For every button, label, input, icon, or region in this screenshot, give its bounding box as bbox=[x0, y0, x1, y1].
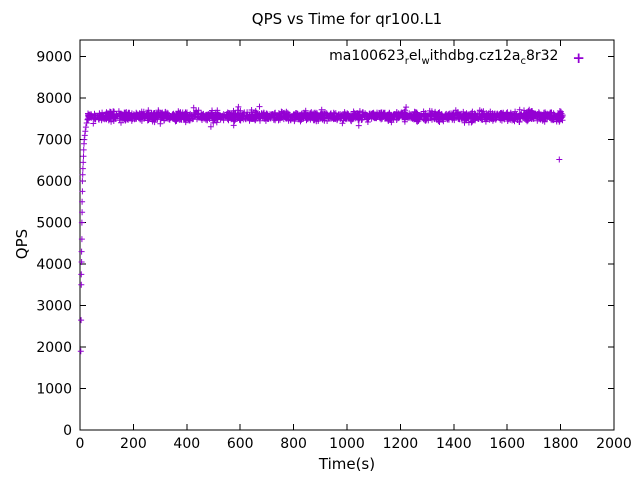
legend-marker-icon: + bbox=[572, 48, 585, 67]
plot-border bbox=[79, 39, 615, 431]
x-tick-label: 1800 bbox=[543, 436, 579, 452]
x-tick-label: 2000 bbox=[596, 436, 632, 452]
y-tick-label: 6000 bbox=[36, 174, 72, 190]
x-tick-label: 1400 bbox=[436, 436, 472, 452]
legend-label: ma100623relwithdbg.cz12ac8r32 bbox=[329, 48, 559, 67]
y-tick-label: 1000 bbox=[36, 382, 72, 398]
x-tick-label: 1000 bbox=[329, 436, 365, 452]
y-tick-label: 4000 bbox=[36, 257, 72, 273]
legend: ma100623relwithdbg.cz12ac8r32 + bbox=[329, 48, 585, 67]
x-tick-label: 600 bbox=[227, 436, 254, 452]
x-tick-label: 800 bbox=[280, 436, 307, 452]
data-points bbox=[77, 103, 566, 355]
x-tick-label: 1600 bbox=[489, 436, 525, 452]
x-tick-label: 400 bbox=[173, 436, 200, 452]
y-tick-label: 9000 bbox=[36, 50, 72, 66]
y-tick-label: 0 bbox=[63, 423, 72, 439]
x-tick-label: 200 bbox=[120, 436, 147, 452]
x-axis-label: Time(s) bbox=[318, 455, 376, 473]
y-tick-label: 7000 bbox=[36, 133, 72, 149]
y-tick-label: 3000 bbox=[36, 299, 72, 315]
y-tick-label: 5000 bbox=[36, 216, 72, 232]
y-tick-label: 2000 bbox=[36, 340, 72, 356]
y-tick-label: 8000 bbox=[36, 91, 72, 107]
chart-title: QPS vs Time for qr100.L1 bbox=[251, 10, 443, 28]
x-tick-label: 1200 bbox=[383, 436, 419, 452]
x-tick-label: 0 bbox=[76, 436, 85, 452]
